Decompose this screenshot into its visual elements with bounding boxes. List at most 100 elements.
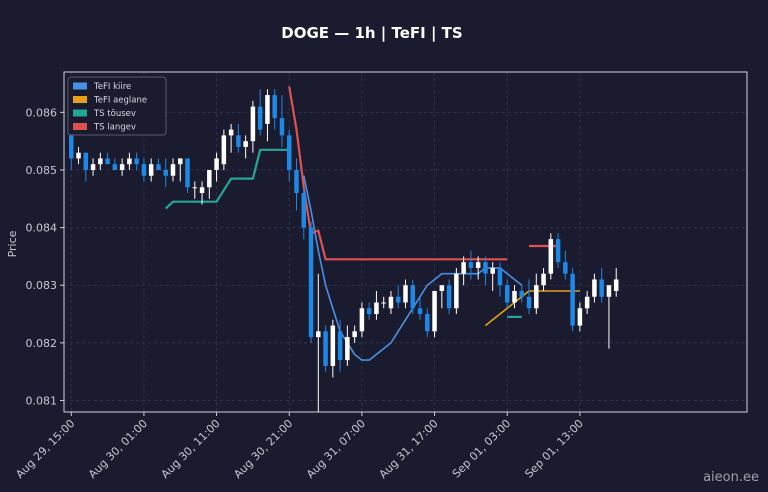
candle	[570, 267, 575, 332]
series-line-ts-up	[164, 148, 290, 210]
candle-body	[199, 187, 205, 194]
candle	[185, 158, 190, 194]
candle-body	[250, 106, 256, 142]
candle-body	[504, 285, 510, 303]
candle	[403, 279, 408, 309]
candle	[563, 250, 568, 280]
candle-body	[432, 290, 437, 332]
candle-body	[272, 95, 277, 119]
candle-body	[519, 290, 525, 297]
candle-body	[134, 158, 139, 165]
candle	[425, 308, 430, 338]
candle	[534, 273, 539, 315]
candle-body	[497, 267, 503, 286]
candle	[475, 256, 481, 280]
candle	[468, 250, 474, 280]
candle-body	[606, 285, 612, 297]
watermark: aieon.ee	[703, 470, 759, 485]
candle-body	[395, 296, 401, 303]
candle-body	[236, 135, 241, 147]
candle-body	[90, 164, 96, 170]
candle-body	[468, 262, 474, 268]
candle-body	[425, 314, 430, 332]
legend-swatch	[73, 82, 87, 90]
candle-body	[316, 331, 321, 338]
candle	[199, 181, 205, 205]
y-tick-label: 0.081	[26, 394, 58, 407]
y-axis-label: Price	[6, 230, 19, 257]
indicator-lines	[164, 86, 580, 361]
candle	[228, 123, 234, 153]
candle-body	[192, 187, 198, 189]
candle	[613, 267, 619, 297]
candle	[548, 233, 554, 280]
candle	[374, 290, 379, 320]
candle-body	[475, 262, 481, 268]
candle-body	[257, 106, 263, 130]
candle	[606, 285, 612, 349]
candle	[279, 95, 285, 147]
legend-label: TeFI aeglane	[93, 96, 147, 106]
candle	[257, 89, 263, 136]
candle-body	[446, 285, 452, 309]
candle	[294, 158, 299, 211]
candle-body	[613, 279, 619, 291]
candle	[446, 279, 452, 315]
series-line-tefi-slow	[484, 290, 580, 327]
candle	[163, 158, 168, 188]
candle	[148, 158, 154, 182]
candle	[243, 135, 248, 159]
candle-body	[337, 331, 343, 361]
candle	[265, 89, 270, 142]
candle	[439, 285, 445, 309]
candle	[497, 262, 503, 297]
candle	[90, 158, 96, 176]
candle	[192, 181, 198, 199]
candle-body	[599, 279, 604, 297]
candle	[178, 158, 183, 182]
candle-body	[541, 273, 546, 286]
plot-frame	[63, 71, 748, 413]
candle-body	[207, 169, 212, 188]
candle	[105, 152, 110, 165]
candle	[337, 319, 343, 372]
candle-body	[163, 169, 168, 176]
series-line-tefi-fast	[303, 175, 523, 361]
chart-title: DOGE — 1h | TeFI | TS	[281, 24, 462, 43]
candle	[308, 221, 314, 343]
y-tick-label: 0.086	[26, 106, 58, 119]
candle	[366, 302, 372, 320]
candle-body	[141, 164, 147, 176]
candle-body	[185, 158, 190, 188]
candles	[69, 89, 619, 412]
candle	[207, 169, 212, 199]
candle	[526, 279, 532, 315]
candle-body	[526, 296, 532, 309]
candle	[134, 152, 139, 170]
candle	[141, 158, 147, 182]
candle-body	[592, 279, 597, 297]
candle-body	[323, 331, 328, 366]
candle-body	[243, 141, 248, 147]
candle	[410, 279, 416, 315]
candle	[76, 146, 81, 165]
candle	[316, 273, 321, 412]
candle	[541, 267, 546, 291]
x-tick-label: Aug 30, 01:00	[86, 417, 150, 481]
candle-body	[170, 164, 176, 176]
candle	[577, 302, 583, 332]
candle	[432, 290, 437, 338]
candle-body	[359, 308, 365, 332]
legend-label: TS tõusev	[93, 109, 136, 119]
candle-body	[148, 164, 154, 176]
candle-body	[454, 273, 459, 309]
candle	[483, 256, 488, 286]
candle	[98, 152, 103, 170]
candle-body	[112, 164, 118, 170]
candle-body	[228, 129, 234, 136]
candle	[381, 296, 386, 309]
x-tick-label: Aug 31, 07:00	[304, 417, 368, 481]
candle-body	[127, 158, 132, 165]
candle	[345, 325, 350, 366]
